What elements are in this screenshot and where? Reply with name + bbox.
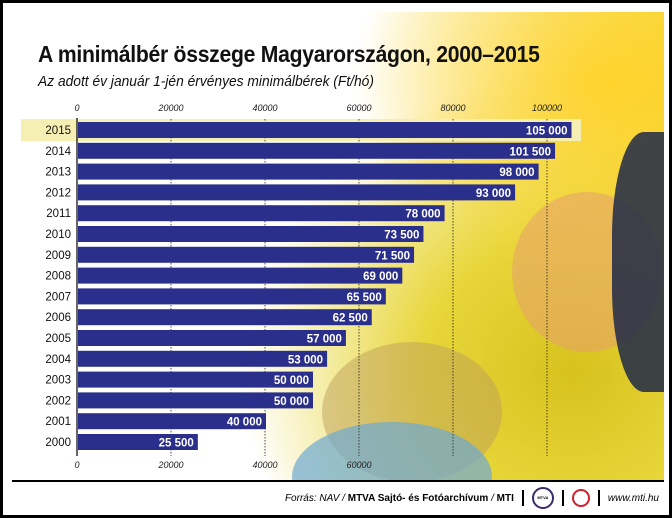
data-label: 105 000 xyxy=(526,126,568,138)
bar-2012 xyxy=(78,184,516,201)
top-tick-label: 40000 xyxy=(252,103,277,113)
data-label: 73 500 xyxy=(384,230,419,242)
bar-2001 xyxy=(78,413,266,430)
bar-2014 xyxy=(78,142,556,159)
top-tick-label: 100000 xyxy=(532,103,562,113)
category-label: 2011 xyxy=(46,208,71,220)
photo-dark-sleeve xyxy=(612,132,664,392)
data-label: 65 500 xyxy=(347,292,382,304)
category-label: 2001 xyxy=(45,416,71,428)
data-label: 62 500 xyxy=(333,313,368,325)
bottom-tick-label: 40000 xyxy=(252,460,277,470)
chart-subtitle: Az adott év január 1-jén érvényes minimá… xyxy=(38,73,374,90)
category-label: 2002 xyxy=(45,395,71,407)
bottom-tick-label: 0 xyxy=(74,460,79,470)
divider xyxy=(561,490,564,506)
divider xyxy=(597,490,600,506)
top-tick-label: 20000 xyxy=(157,103,183,113)
bottom-tick-label: 60000 xyxy=(346,460,371,470)
data-label: 93 000 xyxy=(476,188,511,200)
infographic-frame: A minimálbér összege Magyarországon, 200… xyxy=(3,3,669,515)
category-label: 2010 xyxy=(45,229,71,241)
source-prefix: Forrás: NAV / xyxy=(284,492,348,504)
category-label: 2009 xyxy=(45,250,71,262)
bar-2015 xyxy=(78,122,572,138)
bar-2000 xyxy=(78,434,198,450)
website-link[interactable]: www.mti.hu xyxy=(607,492,659,504)
category-label: 2000 xyxy=(45,437,71,449)
category-label: 2005 xyxy=(45,333,71,345)
category-label: 2003 xyxy=(45,375,71,387)
mti-logo-icon xyxy=(571,489,590,507)
bar-2006 xyxy=(78,309,372,326)
data-label: 25 500 xyxy=(159,438,194,450)
data-label: 69 000 xyxy=(363,271,398,283)
bar-2008 xyxy=(78,267,403,284)
source-line: Forrás: NAV / MTVA Sajtó- és Fotóarchívu… xyxy=(285,493,514,504)
data-label: 98 000 xyxy=(499,167,534,179)
bar-2009 xyxy=(78,246,415,263)
bar-2011 xyxy=(78,205,445,222)
category-label: 2007 xyxy=(45,291,71,303)
source-mti: MTI xyxy=(496,492,514,504)
top-tick-label: 60000 xyxy=(346,103,371,113)
top-tick-label: 80000 xyxy=(440,103,465,113)
data-label: 71 500 xyxy=(375,250,410,262)
bar-2007 xyxy=(78,288,386,305)
bottom-tick-label: 20000 xyxy=(157,460,183,470)
category-label: 2014 xyxy=(45,146,71,158)
data-label: 78 000 xyxy=(405,209,440,221)
bar-2002 xyxy=(78,392,313,409)
chart-title: A minimálbér összege Magyarországon, 200… xyxy=(38,41,540,67)
category-label: 2013 xyxy=(45,167,71,179)
data-label: 40 000 xyxy=(227,417,262,429)
bar-2010 xyxy=(78,226,424,242)
bar-2005 xyxy=(78,330,346,346)
source-mtva: MTVA Sajtó- és Fotóarchívum xyxy=(347,492,489,504)
category-label: 2006 xyxy=(45,312,71,324)
source-sep: / xyxy=(488,492,497,504)
divider xyxy=(521,490,524,506)
category-label: 2004 xyxy=(45,354,71,366)
footer: Forrás: NAV / MTVA Sajtó- és Fotóarchívu… xyxy=(285,487,659,509)
bar-chart: 0 20000 40000 60000 80000 100000 0 20000 40000 60… xyxy=(21,103,581,470)
bar-2003 xyxy=(78,371,313,388)
bar-2013 xyxy=(78,163,539,180)
category-label: 2015 xyxy=(45,125,71,137)
bar-2004 xyxy=(78,350,328,367)
category-label: 2008 xyxy=(45,271,71,283)
data-label: 53 000 xyxy=(288,354,323,366)
data-label: 50 000 xyxy=(274,375,309,387)
data-label: 57 000 xyxy=(307,334,342,346)
top-tick-label: 0 xyxy=(74,103,79,113)
data-label: 101 500 xyxy=(509,146,551,158)
data-label: 50 000 xyxy=(274,396,309,408)
mtva-logo: MTVA xyxy=(531,487,554,509)
category-label: 2012 xyxy=(45,187,71,199)
